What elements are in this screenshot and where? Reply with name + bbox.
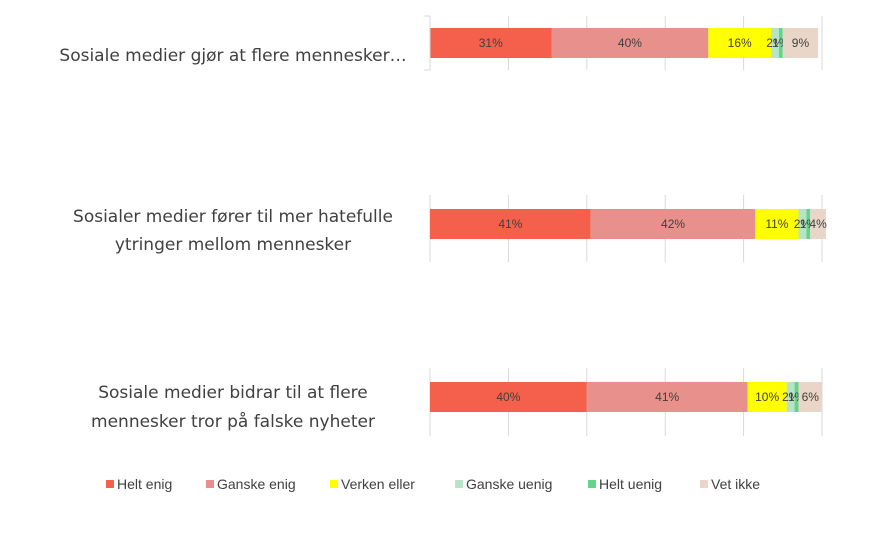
bar-segment bbox=[747, 382, 787, 412]
legend-label: Verken eller bbox=[341, 476, 415, 492]
legend-swatch bbox=[455, 480, 463, 488]
bar-segment bbox=[708, 28, 772, 58]
axis-bracket bbox=[424, 15, 431, 71]
category-label: mennesker tror på falske nyheter bbox=[91, 411, 375, 432]
legend-swatch bbox=[206, 480, 214, 488]
data-label: 41% bbox=[498, 217, 522, 231]
bar-segment bbox=[590, 209, 756, 239]
legend-swatch bbox=[700, 480, 708, 488]
bar-segment bbox=[430, 28, 552, 58]
legend-swatch bbox=[106, 480, 114, 488]
legend-label: Vet ikke bbox=[711, 476, 760, 492]
category-label: ytringer mellom mennesker bbox=[115, 235, 351, 255]
data-label: 6% bbox=[802, 390, 820, 404]
data-label: 11% bbox=[765, 217, 788, 231]
bars: 31% 40% 16% 2%1% 9%41% 42% 11% 2%1%4%40% 41% 10% 2… bbox=[430, 28, 827, 412]
bar-segment bbox=[794, 382, 799, 412]
data-label: 40% bbox=[496, 390, 520, 404]
category-label: Sosiale medier gjør at flere mennesker… bbox=[59, 46, 406, 66]
bar-segment bbox=[771, 28, 779, 58]
bar-segment bbox=[551, 28, 709, 58]
legend-label: Helt uenig bbox=[599, 476, 662, 492]
bar-segment bbox=[430, 209, 591, 239]
legend: Helt enig Ganske enig Verken eller Ganske u… bbox=[106, 476, 760, 492]
bar-segment bbox=[806, 209, 811, 239]
bar-segment bbox=[798, 209, 807, 239]
legend-swatch bbox=[588, 480, 596, 488]
bar-segment bbox=[786, 382, 795, 412]
data-label: 31% bbox=[479, 36, 503, 50]
data-label: 9% bbox=[792, 36, 810, 50]
data-label: 10% bbox=[755, 390, 779, 404]
bar-segment bbox=[778, 28, 783, 58]
category-label: Sosiale medier bidrar til at flere bbox=[98, 383, 368, 403]
data-label: 41% bbox=[655, 390, 679, 404]
data-label: 42% bbox=[661, 217, 685, 231]
category-labels: Sosiale medier gjør at flere mennesker… S… bbox=[59, 15, 431, 432]
data-label: 16% bbox=[728, 36, 752, 50]
legend-label: Helt enig bbox=[117, 476, 172, 492]
category-label: Sosialer medier fører til mer hatefulle bbox=[73, 207, 393, 227]
bar-segment bbox=[810, 209, 826, 239]
bar-segment bbox=[755, 209, 799, 239]
bar-segment bbox=[798, 382, 822, 412]
bar-segment bbox=[430, 382, 587, 412]
legend-label: Ganske enig bbox=[217, 476, 296, 492]
data-label: 4% bbox=[809, 217, 827, 231]
data-label: 40% bbox=[618, 36, 642, 50]
bar-segment bbox=[782, 28, 819, 58]
legend-label: Ganske uenig bbox=[466, 476, 552, 492]
bar-segment bbox=[586, 382, 748, 412]
legend-swatch bbox=[330, 480, 338, 488]
